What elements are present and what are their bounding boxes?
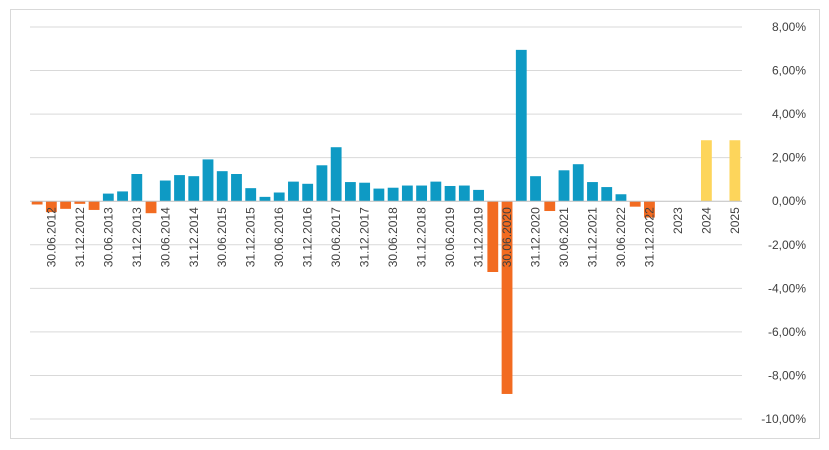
x-tick-label: 30.06.2015 — [215, 207, 229, 267]
y-tick-label: 4,00% — [772, 107, 806, 121]
bar — [216, 171, 228, 202]
bar — [131, 174, 143, 202]
x-tick-label: 31.12.2021 — [585, 207, 599, 267]
bar — [572, 164, 584, 202]
bar — [615, 194, 627, 202]
x-tick-label: 30.06.2018 — [386, 207, 400, 267]
x-tick-label: 31.12.2020 — [529, 207, 543, 267]
bar — [302, 183, 314, 202]
x-tick-label: 31.12.2022 — [642, 207, 656, 267]
bar — [231, 174, 242, 202]
bar — [458, 185, 470, 202]
x-tick-label: 31.12.2013 — [130, 207, 144, 267]
x-tick-label: 30.06.2021 — [557, 207, 571, 267]
bar — [373, 188, 385, 202]
y-tick-label: 2,00% — [772, 151, 806, 165]
bar — [544, 201, 556, 212]
x-tick-label: 30.06.2013 — [101, 207, 115, 267]
x-tick-label: 31.12.2018 — [415, 207, 429, 267]
x-tick-label: 31.12.2019 — [472, 207, 486, 267]
x-tick-label: 31.12.2017 — [358, 207, 372, 267]
chart-frame — [10, 9, 820, 439]
bar — [629, 201, 641, 207]
bars — [31, 49, 741, 394]
bar — [330, 147, 342, 202]
x-tick-label: 30.06.2012 — [44, 207, 58, 267]
x-tick-label: 31.12.2015 — [244, 207, 258, 267]
y-tick-labels: 8,00% 6,00% 4,00% 2,00% 0,00% -2,00% -4,00% -6,… — [761, 20, 806, 426]
bar — [401, 185, 413, 202]
x-tick-labels: 30.06.2012 31.12.2012 30.06.2013 31.12.2013… — [44, 207, 742, 267]
bar — [102, 193, 114, 202]
bar — [700, 140, 712, 202]
x-tick-label: 30.06.2022 — [614, 207, 628, 267]
bar — [444, 185, 456, 202]
bar — [644, 201, 655, 218]
bar — [145, 201, 157, 214]
bar — [387, 187, 399, 202]
y-tick-label: -10,00% — [761, 412, 806, 426]
y-tick-label: 6,00% — [772, 64, 806, 78]
x-tick-label: 30.06.2014 — [158, 207, 172, 267]
x-tick-label: 2024 — [699, 207, 713, 234]
y-tick-label: -2,00% — [768, 238, 806, 252]
bar — [31, 201, 43, 205]
bar — [530, 176, 541, 202]
bar — [587, 182, 598, 202]
gridlines — [30, 26, 742, 420]
bar — [316, 165, 328, 202]
bar — [245, 188, 257, 202]
bar — [174, 175, 185, 202]
y-tick-label: -4,00% — [768, 281, 806, 295]
bar — [344, 182, 356, 202]
bar — [259, 196, 271, 202]
x-tick-label: 30.06.2017 — [329, 207, 343, 267]
bar — [515, 49, 527, 202]
y-tick-label: 0,00% — [772, 194, 806, 208]
bar — [88, 201, 100, 210]
x-tick-label: 2025 — [728, 207, 742, 234]
x-tick-label: 30.06.2016 — [272, 207, 286, 267]
y-tick-label: -6,00% — [768, 325, 806, 339]
x-tick-label: 30.06.2019 — [443, 207, 457, 267]
y-tick-label: -8,00% — [768, 368, 806, 382]
bar — [359, 182, 371, 202]
bar — [45, 201, 57, 213]
bar — [159, 180, 171, 202]
x-tick-label: 30.06.2020 — [500, 207, 514, 267]
bar — [416, 185, 428, 202]
bar — [273, 192, 285, 202]
bar — [202, 159, 214, 202]
bar — [430, 181, 442, 202]
bar — [501, 201, 513, 394]
x-tick-label: 31.12.2016 — [301, 207, 315, 267]
bar — [188, 176, 200, 202]
bar — [288, 181, 299, 202]
bar — [117, 191, 128, 202]
bar — [487, 201, 499, 272]
x-tick-label: 2023 — [671, 207, 685, 234]
bar — [558, 170, 570, 202]
bar — [601, 187, 613, 202]
x-tick-label: 31.12.2014 — [187, 207, 201, 267]
y-tick-label: 8,00% — [772, 20, 806, 34]
bar — [729, 140, 741, 202]
bar — [473, 189, 484, 202]
x-tick-label: 31.12.2012 — [73, 207, 87, 267]
bar — [60, 201, 72, 209]
bar — [74, 201, 86, 204]
